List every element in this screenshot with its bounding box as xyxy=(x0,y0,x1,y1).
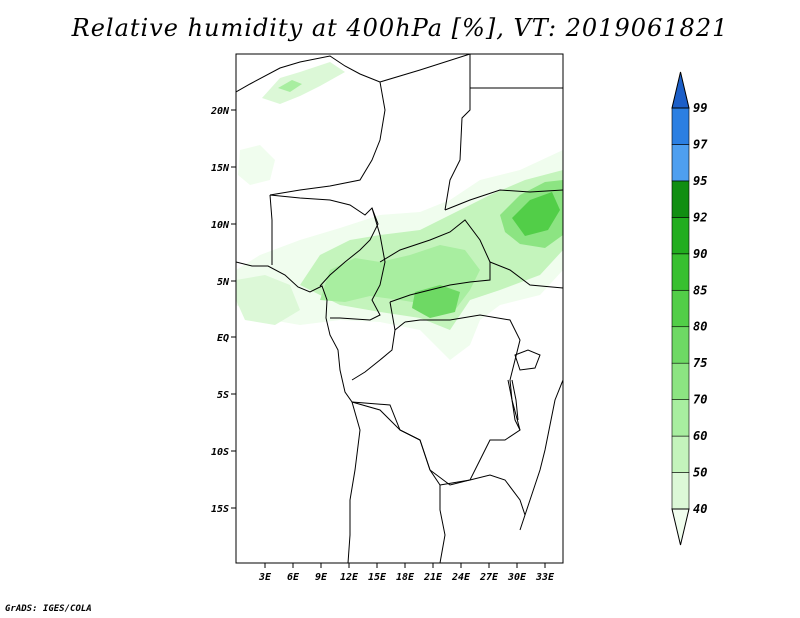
border-sudan xyxy=(444,189,563,211)
humidity-shading xyxy=(236,62,563,360)
lon-tick-label: 12E xyxy=(340,572,359,583)
lon-tick-label: 33E xyxy=(535,572,555,583)
humidity-patch-north-core xyxy=(278,80,302,92)
humidity-core-south xyxy=(412,285,460,318)
colorbar-label: 40 xyxy=(693,502,707,516)
chart-title: Relative humidity at 400hPa [%], VT: 201… xyxy=(71,14,729,42)
colorbar-label: 50 xyxy=(693,466,707,480)
lat-tick-label: 15N xyxy=(211,163,230,174)
colorbar-bin xyxy=(671,362,690,400)
colorbar-label: 60 xyxy=(693,429,707,443)
colorbar-label: 95 xyxy=(693,174,707,188)
colorbar-bin xyxy=(671,107,690,145)
border-nigeria xyxy=(269,194,379,287)
lon-axis: 3E 6E 9E 12E 15E 18E 21E 24E 27E 30E 33E xyxy=(258,563,555,583)
colorbar-label: 70 xyxy=(693,393,707,407)
humidity-patch-west xyxy=(236,275,300,325)
coastline-east-africa xyxy=(519,379,563,531)
lon-tick-label: 24E xyxy=(451,572,471,583)
lat-tick-label: 5S xyxy=(217,390,229,401)
colorbar-label: 90 xyxy=(693,247,707,261)
colorbar-label: 75 xyxy=(693,356,707,370)
colorbar-bin xyxy=(671,289,690,328)
colorbar-label: 80 xyxy=(693,320,707,334)
lon-tick-label: 9E xyxy=(315,572,328,583)
colorbar-bin xyxy=(671,217,690,255)
lat-tick-label: 15S xyxy=(211,504,229,515)
lon-tick-label: 15E xyxy=(368,572,387,583)
lon-tick-label: 3E xyxy=(258,572,272,583)
lon-tick-label: 18E xyxy=(396,572,415,583)
border-congo xyxy=(351,301,406,381)
colorbar-bin xyxy=(671,144,690,182)
lon-tick-label: 30E xyxy=(507,572,527,583)
lat-axis: 20N 15N 10N 5N EQ 5S 10S 15S xyxy=(210,106,236,515)
colorbar-top-arrow xyxy=(671,71,690,109)
colorbar-bin xyxy=(671,399,690,437)
colorbar-bottom-arrow xyxy=(671,508,690,546)
humidity-core-east-max xyxy=(512,192,560,236)
colorbar-bin xyxy=(671,180,690,218)
lake-tanganyika xyxy=(507,379,521,431)
colorbar-bin xyxy=(671,326,690,364)
humidity-patch-north xyxy=(262,62,345,104)
colorbar: 40 50 60 70 75 80 85 90 92 95 97 99 xyxy=(671,71,708,546)
map-frame xyxy=(235,53,564,564)
lat-tick-label: 10S xyxy=(211,447,229,458)
border-angola xyxy=(351,401,446,563)
lon-tick-label: 27E xyxy=(479,572,499,583)
border-south-sudan xyxy=(489,261,563,289)
border-chad-libya xyxy=(379,54,471,211)
border-zambia xyxy=(439,474,526,516)
lon-tick-label: 21E xyxy=(423,572,443,583)
lat-tick-label: 10N xyxy=(211,220,230,231)
humidity-patch-northwest xyxy=(238,145,275,185)
lat-tick-label: 5N xyxy=(217,277,230,288)
lat-tick-label: EQ xyxy=(217,333,229,344)
colorbar-label: 92 xyxy=(693,210,707,224)
lon-tick-label: 6E xyxy=(287,572,300,583)
colorbar-label: 99 xyxy=(693,101,707,115)
colorbar-label: 85 xyxy=(693,283,707,297)
lake-victoria xyxy=(514,349,541,371)
colorbar-label: 97 xyxy=(693,137,708,151)
lat-tick-label: 20N xyxy=(210,106,230,117)
colorbar-bin xyxy=(671,472,690,510)
coastline-gulf-of-guinea xyxy=(236,261,361,563)
border-cameroon xyxy=(330,207,386,321)
colorbar-bin xyxy=(671,253,690,291)
colorbar-bin xyxy=(671,435,690,473)
credit-text: GrADS: IGES/COLA xyxy=(5,604,92,614)
coastlines-borders xyxy=(236,54,563,563)
